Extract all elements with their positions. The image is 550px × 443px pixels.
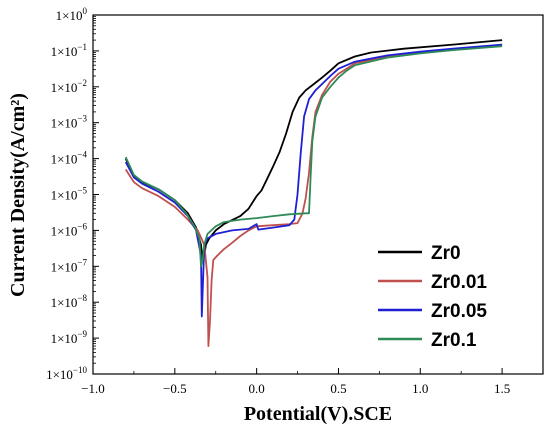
x-tick-label: −1.0	[81, 381, 105, 396]
series-line-zr0-1	[124, 45, 503, 268]
x-axis: −1.0 −0.5 0.0 0.5 1.0 1.5	[81, 368, 510, 396]
y-tick-label: 1×10−6	[51, 221, 88, 238]
y-tick-label: 1×10−3	[51, 114, 88, 131]
x-tick-label: 0.5	[330, 381, 346, 396]
y-tick-label: 1×10−2	[51, 78, 87, 95]
y-tick-label: 1×10−7	[51, 257, 88, 274]
x-tick-label: 0.0	[249, 381, 265, 396]
legend-label: Zr0.1	[431, 330, 477, 351]
y-axis-title: Current Density(A/cm²)	[7, 93, 29, 297]
y-tick-label: 1×10−4	[51, 150, 88, 167]
legend-item: Zr0	[378, 243, 461, 264]
legend-item: Zr0.05	[378, 301, 487, 322]
legend-label: Zr0.01	[431, 272, 487, 293]
series-layer	[124, 39, 503, 347]
y-tick-label: 1×10−5	[51, 186, 88, 203]
legend-label: Zr0	[431, 243, 461, 264]
y-tick-label: 1×10−8	[51, 293, 88, 310]
legend-item: Zr0.1	[378, 330, 477, 351]
y-tick-label: 1×10−1	[51, 42, 87, 59]
y-axis: 1×10−10 1×10−9 1×10−8 1×10−7 1×10−6 1×10−5 1×1…	[46, 6, 99, 382]
legend: Zr0 Zr0.01 Zr0.05 Zr0.1	[378, 243, 487, 351]
x-tick-label: 1.0	[412, 381, 428, 396]
legend-item: Zr0.01	[378, 272, 487, 293]
y-tick-label: 1×10−10	[46, 365, 87, 382]
series-line-zr0	[124, 39, 503, 261]
y-tick-label: 1×10−9	[51, 329, 88, 346]
x-axis-title: Potential(V).SCE	[244, 403, 392, 425]
x-tick-label: 1.5	[494, 381, 510, 396]
y-tick-label: 1×100	[56, 6, 88, 23]
x-tick-label: −0.5	[163, 381, 187, 396]
legend-label: Zr0.05	[431, 301, 487, 322]
